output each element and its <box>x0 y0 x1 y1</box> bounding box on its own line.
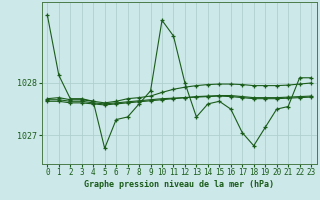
X-axis label: Graphe pression niveau de la mer (hPa): Graphe pression niveau de la mer (hPa) <box>84 180 274 189</box>
